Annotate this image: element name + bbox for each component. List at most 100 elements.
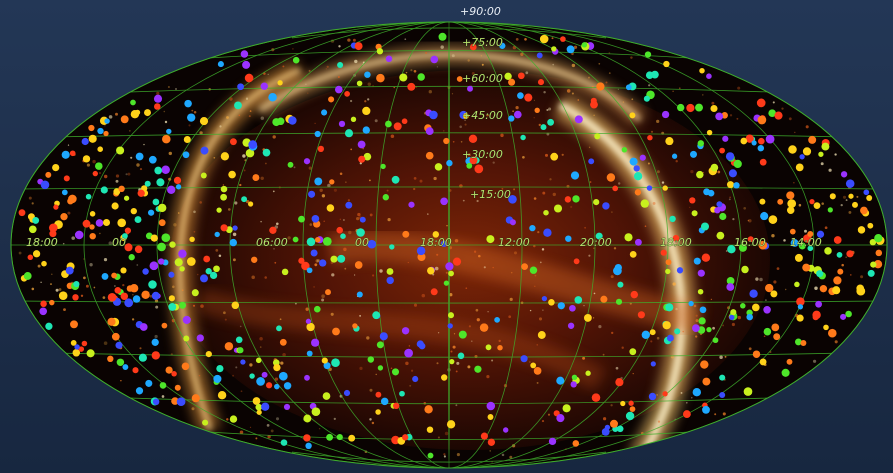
source-marker[interactable] bbox=[168, 302, 177, 311]
source-marker[interactable] bbox=[746, 313, 753, 321]
source-marker[interactable] bbox=[832, 286, 841, 295]
source-marker[interactable] bbox=[304, 374, 310, 381]
source-marker[interactable] bbox=[152, 398, 160, 406]
source-marker[interactable] bbox=[124, 298, 134, 308]
source-marker[interactable] bbox=[677, 103, 685, 112]
source-marker[interactable] bbox=[443, 137, 450, 145]
source-marker[interactable] bbox=[468, 134, 478, 144]
source-marker[interactable] bbox=[132, 367, 139, 374]
source-marker[interactable] bbox=[726, 277, 735, 285]
source-marker[interactable] bbox=[674, 328, 681, 335]
source-marker[interactable] bbox=[728, 169, 737, 178]
source-marker[interactable] bbox=[326, 204, 335, 212]
source-marker[interactable] bbox=[184, 99, 192, 108]
source-marker[interactable] bbox=[759, 358, 767, 366]
source-marker[interactable] bbox=[564, 196, 572, 203]
source-marker[interactable] bbox=[823, 324, 829, 331]
source-marker[interactable] bbox=[52, 164, 60, 172]
source-marker[interactable] bbox=[620, 400, 626, 407]
source-marker[interactable] bbox=[693, 257, 701, 265]
source-marker[interactable] bbox=[715, 112, 724, 121]
source-marker[interactable] bbox=[178, 249, 187, 258]
source-marker[interactable] bbox=[508, 78, 516, 86]
source-marker[interactable] bbox=[671, 153, 678, 159]
source-marker[interactable] bbox=[161, 233, 171, 243]
source-marker[interactable] bbox=[513, 110, 522, 119]
source-marker[interactable] bbox=[594, 133, 601, 140]
source-marker[interactable] bbox=[95, 219, 104, 227]
source-marker[interactable] bbox=[323, 362, 331, 370]
source-marker[interactable] bbox=[628, 400, 634, 406]
source-marker[interactable] bbox=[852, 201, 858, 208]
source-marker[interactable] bbox=[786, 206, 795, 215]
source-marker[interactable] bbox=[228, 170, 236, 179]
source-marker[interactable] bbox=[399, 390, 405, 397]
source-marker[interactable] bbox=[161, 165, 170, 175]
source-marker[interactable] bbox=[130, 99, 136, 106]
source-marker[interactable] bbox=[385, 55, 393, 63]
source-marker[interactable] bbox=[73, 281, 80, 288]
source-marker[interactable] bbox=[457, 352, 465, 360]
source-marker[interactable] bbox=[74, 230, 84, 240]
source-marker[interactable] bbox=[265, 382, 273, 389]
source-marker[interactable] bbox=[107, 317, 116, 326]
source-marker[interactable] bbox=[710, 104, 718, 113]
source-marker[interactable] bbox=[277, 80, 283, 86]
source-marker[interactable] bbox=[662, 321, 671, 330]
source-marker[interactable] bbox=[786, 191, 795, 200]
source-marker[interactable] bbox=[440, 197, 448, 206]
source-marker[interactable] bbox=[255, 357, 262, 364]
source-marker[interactable] bbox=[730, 309, 737, 316]
source-marker[interactable] bbox=[529, 224, 536, 232]
source-marker[interactable] bbox=[610, 419, 618, 428]
source-marker[interactable] bbox=[298, 215, 305, 223]
source-marker[interactable] bbox=[570, 381, 577, 388]
source-marker[interactable] bbox=[325, 289, 331, 296]
source-marker[interactable] bbox=[740, 303, 746, 309]
source-marker[interactable] bbox=[788, 145, 797, 154]
source-marker[interactable] bbox=[418, 342, 426, 350]
source-marker[interactable] bbox=[120, 115, 129, 124]
source-marker[interactable] bbox=[157, 242, 166, 252]
source-marker[interactable] bbox=[617, 281, 624, 288]
source-marker[interactable] bbox=[759, 198, 766, 205]
source-marker[interactable] bbox=[794, 338, 802, 346]
source-marker[interactable] bbox=[719, 392, 726, 398]
source-marker[interactable] bbox=[375, 409, 381, 415]
source-marker[interactable] bbox=[446, 420, 456, 429]
source-marker[interactable] bbox=[174, 258, 183, 267]
source-marker[interactable] bbox=[874, 234, 883, 243]
source-marker[interactable] bbox=[848, 193, 854, 199]
source-marker[interactable] bbox=[666, 334, 674, 342]
source-marker[interactable] bbox=[70, 340, 77, 346]
source-marker[interactable] bbox=[179, 266, 185, 272]
source-marker[interactable] bbox=[278, 371, 288, 381]
source-marker[interactable] bbox=[115, 341, 123, 349]
source-marker[interactable] bbox=[547, 118, 555, 126]
source-marker[interactable] bbox=[144, 180, 151, 187]
source-marker[interactable] bbox=[560, 36, 566, 42]
source-marker[interactable] bbox=[640, 199, 649, 208]
source-marker[interactable] bbox=[60, 213, 68, 221]
source-marker[interactable] bbox=[319, 259, 327, 267]
source-marker[interactable] bbox=[816, 230, 825, 238]
source-marker[interactable] bbox=[151, 291, 160, 300]
source-marker[interactable] bbox=[692, 324, 700, 332]
source-marker[interactable] bbox=[229, 415, 238, 423]
source-marker[interactable] bbox=[756, 98, 766, 108]
source-marker[interactable] bbox=[241, 196, 248, 203]
source-marker[interactable] bbox=[534, 107, 540, 113]
source-marker[interactable] bbox=[445, 262, 454, 271]
source-marker[interactable] bbox=[572, 440, 580, 447]
source-marker[interactable] bbox=[408, 201, 415, 208]
source-marker[interactable] bbox=[402, 230, 410, 238]
source-marker[interactable] bbox=[338, 120, 346, 128]
source-marker[interactable] bbox=[67, 197, 74, 205]
source-marker[interactable] bbox=[402, 434, 409, 441]
source-marker[interactable] bbox=[533, 367, 542, 375]
source-marker[interactable] bbox=[213, 265, 220, 273]
source-marker[interactable] bbox=[382, 194, 389, 201]
source-marker[interactable] bbox=[520, 355, 528, 363]
source-marker[interactable] bbox=[517, 92, 524, 99]
source-marker[interactable] bbox=[572, 195, 580, 203]
